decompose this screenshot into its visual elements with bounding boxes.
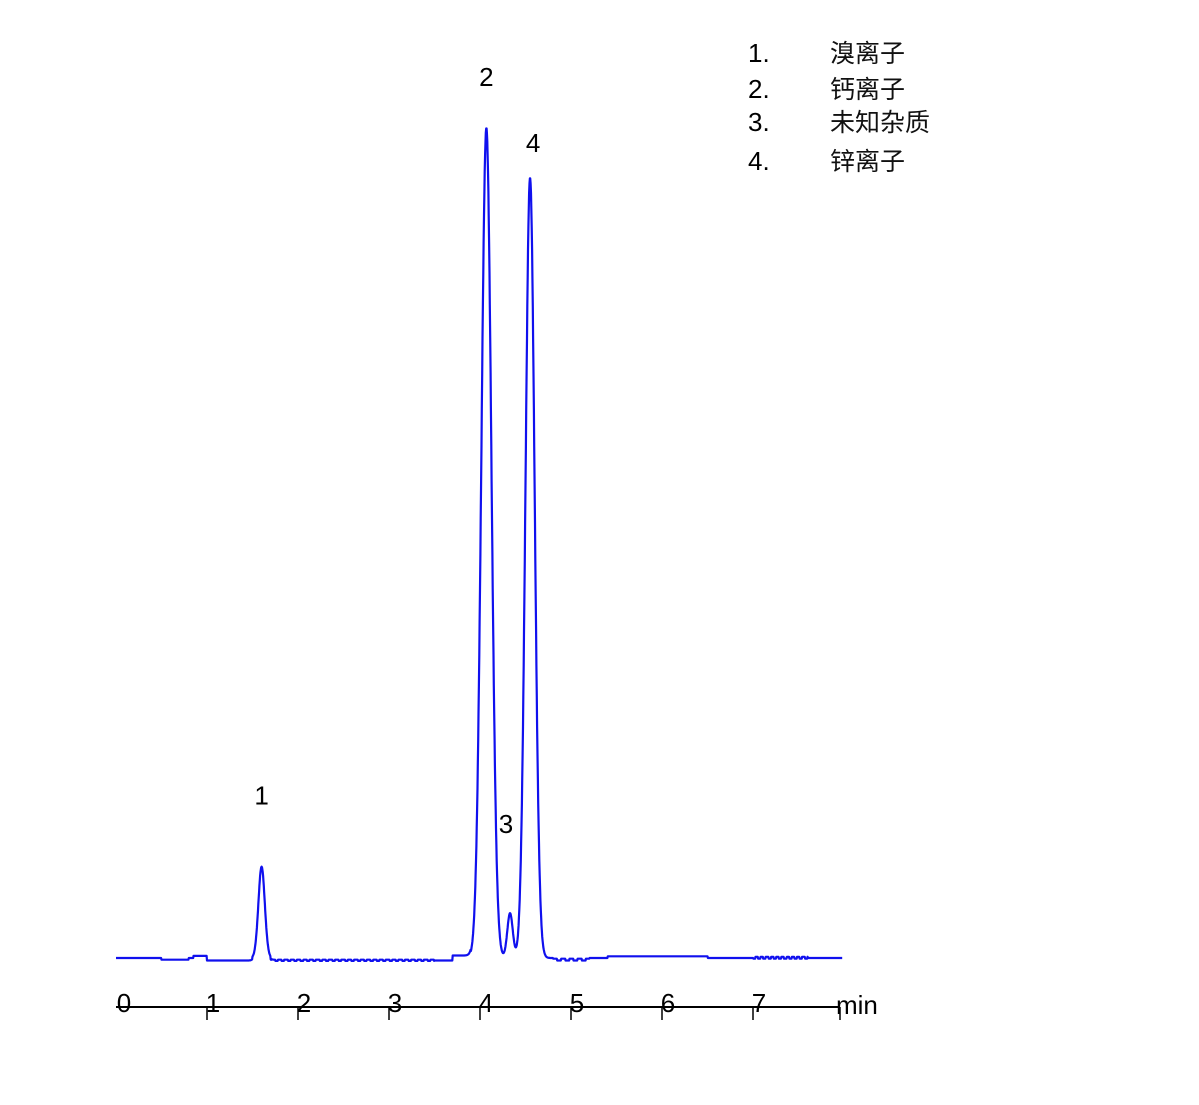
x-tick-label: 7: [752, 988, 766, 1018]
peak-label: 1: [254, 781, 268, 811]
legend-name: 钙离子: [830, 75, 905, 104]
legend-number: 2.: [748, 74, 770, 104]
legend-name: 溴离子: [830, 39, 905, 68]
x-tick-label: 4: [479, 988, 493, 1018]
peak-label: 3: [499, 809, 513, 839]
peak-labels: 1 2 3 4: [254, 62, 540, 839]
legend-name: 未知杂质: [830, 108, 930, 137]
x-axis-label: min: [836, 990, 878, 1020]
x-axis: 0 1 2 3 4 5 6 7 min: [116, 988, 878, 1020]
x-tick-label: 5: [570, 988, 584, 1018]
legend-number: 4.: [748, 146, 770, 176]
legend-number: 3.: [748, 107, 770, 137]
x-tick-label: 6: [661, 988, 675, 1018]
legend-number: 1.: [748, 38, 770, 68]
peak-label: 2: [479, 62, 493, 92]
peak-label: 4: [526, 128, 540, 158]
chromatogram-trace: [115, 127, 843, 962]
x-tick-label: 0: [117, 988, 131, 1018]
legend-name: 锌离子: [830, 147, 905, 176]
x-tick-label: 1: [206, 988, 220, 1018]
x-tick-label: 2: [297, 988, 311, 1018]
legend: 1. 溴离子 2. 钙离子 3. 未知杂质 4. 锌离子: [748, 38, 930, 176]
x-tick-label: 3: [388, 988, 402, 1018]
